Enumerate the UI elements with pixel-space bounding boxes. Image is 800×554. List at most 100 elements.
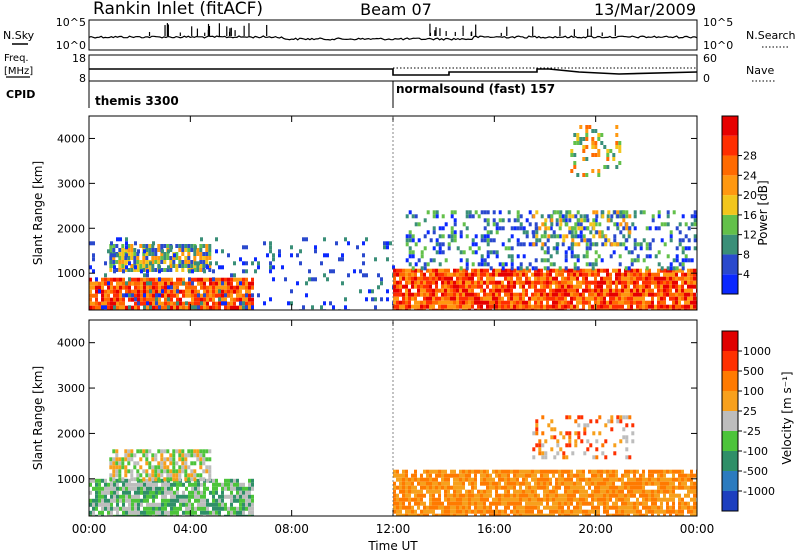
heatmap-cell <box>107 277 110 282</box>
heatmap-cell <box>687 272 690 277</box>
heatmap-cell <box>206 514 209 516</box>
heatmap-cell <box>603 280 606 285</box>
heatmap-cell <box>176 289 179 294</box>
heatmap-cell <box>236 478 239 483</box>
heatmap-cell <box>495 513 498 516</box>
heatmap-cell <box>657 300 660 305</box>
heatmap-cell <box>408 288 411 293</box>
colorbar-tick-label: 28 <box>743 150 757 163</box>
heatmap-cell <box>197 305 200 310</box>
heatmap-cell <box>486 292 489 297</box>
heatmap-cell <box>510 485 513 490</box>
heatmap-cell <box>119 506 122 511</box>
heatmap-cell <box>399 308 402 310</box>
heatmap-cell <box>624 246 628 251</box>
heatmap-cell <box>501 497 504 502</box>
heatmap-cell <box>206 277 209 282</box>
heatmap-cell <box>423 234 427 239</box>
heatmap-cell <box>534 280 537 285</box>
heatmap-cell <box>128 486 131 491</box>
heatmap-cell <box>131 506 134 511</box>
heatmap-cell <box>399 485 402 490</box>
heatmap-cell <box>618 300 621 305</box>
heatmap-cell <box>432 214 436 219</box>
heatmap-cell <box>543 473 546 478</box>
heatmap-cell <box>104 297 107 302</box>
heatmap-cell <box>570 497 573 502</box>
heatmap-cell <box>663 292 666 297</box>
heatmap-cell <box>579 125 583 129</box>
heatmap-cell <box>435 210 439 215</box>
heatmap-cell <box>393 284 396 289</box>
heatmap-cell <box>567 276 570 281</box>
heatmap-cell <box>435 308 438 310</box>
heatmap-cell <box>151 252 155 256</box>
heatmap-cell <box>672 266 676 271</box>
heatmap-cell <box>669 284 672 289</box>
heatmap-cell <box>170 494 173 499</box>
heatmap-cell <box>251 506 254 511</box>
heatmap-cell <box>134 293 137 298</box>
heatmap-cell <box>564 254 568 259</box>
heatmap-cell <box>543 497 546 502</box>
heatmap-cell <box>600 230 604 235</box>
heatmap-cell <box>155 277 158 282</box>
heatmap-cell <box>140 514 143 516</box>
heatmap-cell <box>492 501 495 506</box>
heatmap-cell <box>477 304 480 309</box>
heatmap-cell <box>651 493 654 498</box>
heatmap-cell <box>504 473 507 478</box>
heatmap-cell <box>456 497 459 502</box>
heatmap-cell <box>89 305 92 310</box>
heatmap-cell <box>570 246 574 251</box>
heatmap-cell <box>269 245 272 250</box>
heatmap-cell <box>492 513 495 516</box>
heatmap-cell <box>627 284 630 289</box>
heatmap-cell <box>182 289 185 294</box>
heatmap-cell <box>185 281 188 286</box>
heatmap-cell <box>471 242 475 247</box>
heatmap-cell <box>450 300 453 305</box>
heatmap-cell <box>166 457 170 462</box>
heatmap-cell <box>474 280 477 285</box>
heatmap-cell <box>513 477 516 482</box>
heatmap-cell <box>568 435 572 440</box>
heatmap-cell <box>197 281 200 286</box>
heatmap-cell <box>519 489 522 494</box>
heatmap-cell <box>657 268 660 273</box>
heatmap-cell <box>181 252 185 256</box>
heatmap-cell <box>459 292 462 297</box>
heatmap-cell <box>411 214 415 219</box>
heatmap-cell <box>625 455 629 460</box>
heatmap-cell <box>405 308 408 310</box>
heatmap-cell <box>272 253 275 258</box>
heatmap-cell <box>516 308 519 310</box>
heatmap-cell <box>441 485 444 490</box>
heatmap-cell <box>642 238 646 243</box>
heatmap-cell <box>619 415 623 420</box>
heatmap-cell <box>636 276 639 281</box>
heatmap-cell <box>549 489 552 494</box>
heatmap-cell <box>185 293 188 298</box>
heatmap-cell <box>113 482 116 487</box>
heatmap-cell <box>414 280 417 285</box>
heatmap-cell <box>209 490 212 495</box>
heatmap-cell <box>627 234 631 239</box>
heatmap-cell <box>603 165 607 169</box>
heatmap-cell <box>224 486 227 491</box>
heatmap-cell <box>438 469 441 474</box>
heatmap-cell <box>89 482 92 487</box>
heatmap-cell <box>233 285 236 290</box>
heatmap-cell <box>648 300 651 305</box>
heatmap-cell <box>221 486 224 491</box>
heatmap-cell <box>570 477 573 482</box>
heatmap-cell <box>456 493 459 498</box>
heatmap-cell <box>546 501 549 506</box>
heatmap-cell <box>154 465 158 470</box>
heatmap-cell <box>420 509 423 514</box>
heatmap-cell <box>462 250 466 255</box>
heatmap-cell <box>693 473 696 478</box>
heatmap-cell <box>622 242 626 247</box>
heatmap-cell <box>119 514 122 516</box>
heatmap-cell <box>666 304 669 309</box>
